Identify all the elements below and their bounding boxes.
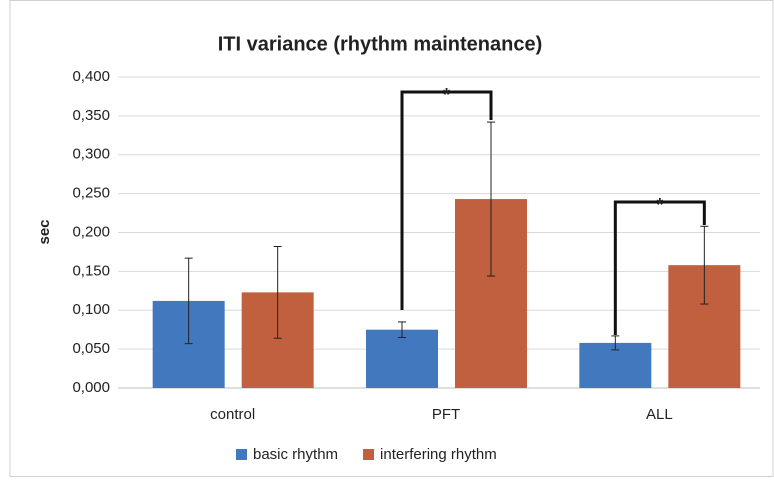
legend-label: basic rhythm bbox=[253, 446, 338, 463]
significance-bracket bbox=[613, 200, 706, 335]
legend-swatch bbox=[363, 449, 375, 460]
legend-label: interfering rhythm bbox=[380, 446, 497, 463]
y-tick-label: 0,250 bbox=[72, 185, 110, 202]
x-tick-label: PFT bbox=[432, 406, 460, 423]
error-bar bbox=[273, 245, 282, 339]
error-bar bbox=[611, 335, 620, 351]
y-tick-label: 0,050 bbox=[72, 340, 110, 357]
bar bbox=[579, 342, 652, 388]
y-tick-label: 0,350 bbox=[72, 107, 110, 124]
bar bbox=[366, 329, 438, 388]
legend-swatch bbox=[236, 449, 247, 460]
error-bar bbox=[398, 321, 406, 338]
significance-star: * bbox=[443, 85, 450, 105]
y-tick-label: 0,400 bbox=[72, 68, 110, 85]
y-tick-label: 0,300 bbox=[72, 146, 110, 163]
y-tick-label: 0,150 bbox=[72, 262, 110, 279]
error-bar bbox=[487, 121, 495, 277]
x-tick-label: control bbox=[210, 406, 255, 423]
chart-frame bbox=[9, 0, 774, 477]
y-tick-label: 0,000 bbox=[72, 379, 110, 396]
significance-star: * bbox=[656, 195, 663, 215]
error-bar bbox=[700, 225, 709, 305]
y-axis-label: sec bbox=[36, 219, 53, 244]
y-tick-label: 0,200 bbox=[72, 223, 110, 240]
chart-title: ITI variance (rhythm maintenance) bbox=[218, 33, 543, 55]
error-bar bbox=[184, 257, 193, 345]
significance-bracket bbox=[400, 90, 493, 310]
y-tick-label: 0,100 bbox=[72, 301, 110, 318]
x-tick-label: ALL bbox=[646, 406, 673, 423]
